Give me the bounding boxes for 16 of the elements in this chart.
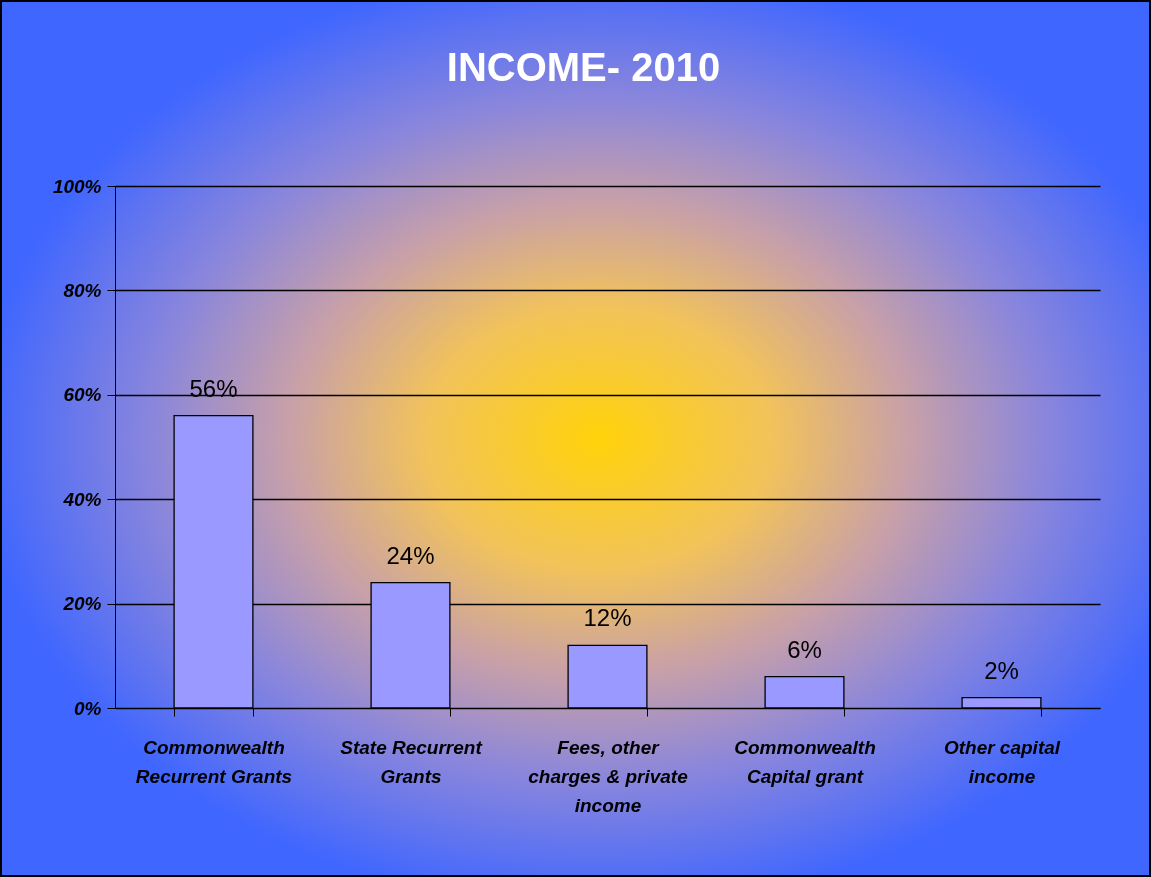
- y-tick-label: 100%: [52, 175, 102, 197]
- x-tick-label: Commonwealth Capital grant: [734, 736, 876, 787]
- y-tick-label: 0%: [74, 697, 102, 719]
- x-tick-label: Fees, other charges & private income: [528, 736, 689, 816]
- data-label: 12%: [583, 604, 632, 632]
- y-tick-label: 40%: [62, 488, 102, 510]
- y-tick-label: 20%: [62, 593, 102, 615]
- chart-title: INCOME- 2010: [446, 45, 721, 89]
- y-tick-label: 60%: [63, 384, 102, 406]
- data-label: 24%: [386, 541, 435, 569]
- x-tick-label: Other capital income: [943, 736, 1061, 787]
- y-tick-label: 80%: [63, 279, 102, 301]
- x-tick-label: Commonwealth Recurrent Grants: [135, 736, 293, 787]
- x-tick-label: State Recurrent Grants: [340, 736, 483, 787]
- data-label: 6%: [787, 635, 822, 663]
- data-label: 2%: [984, 656, 1019, 684]
